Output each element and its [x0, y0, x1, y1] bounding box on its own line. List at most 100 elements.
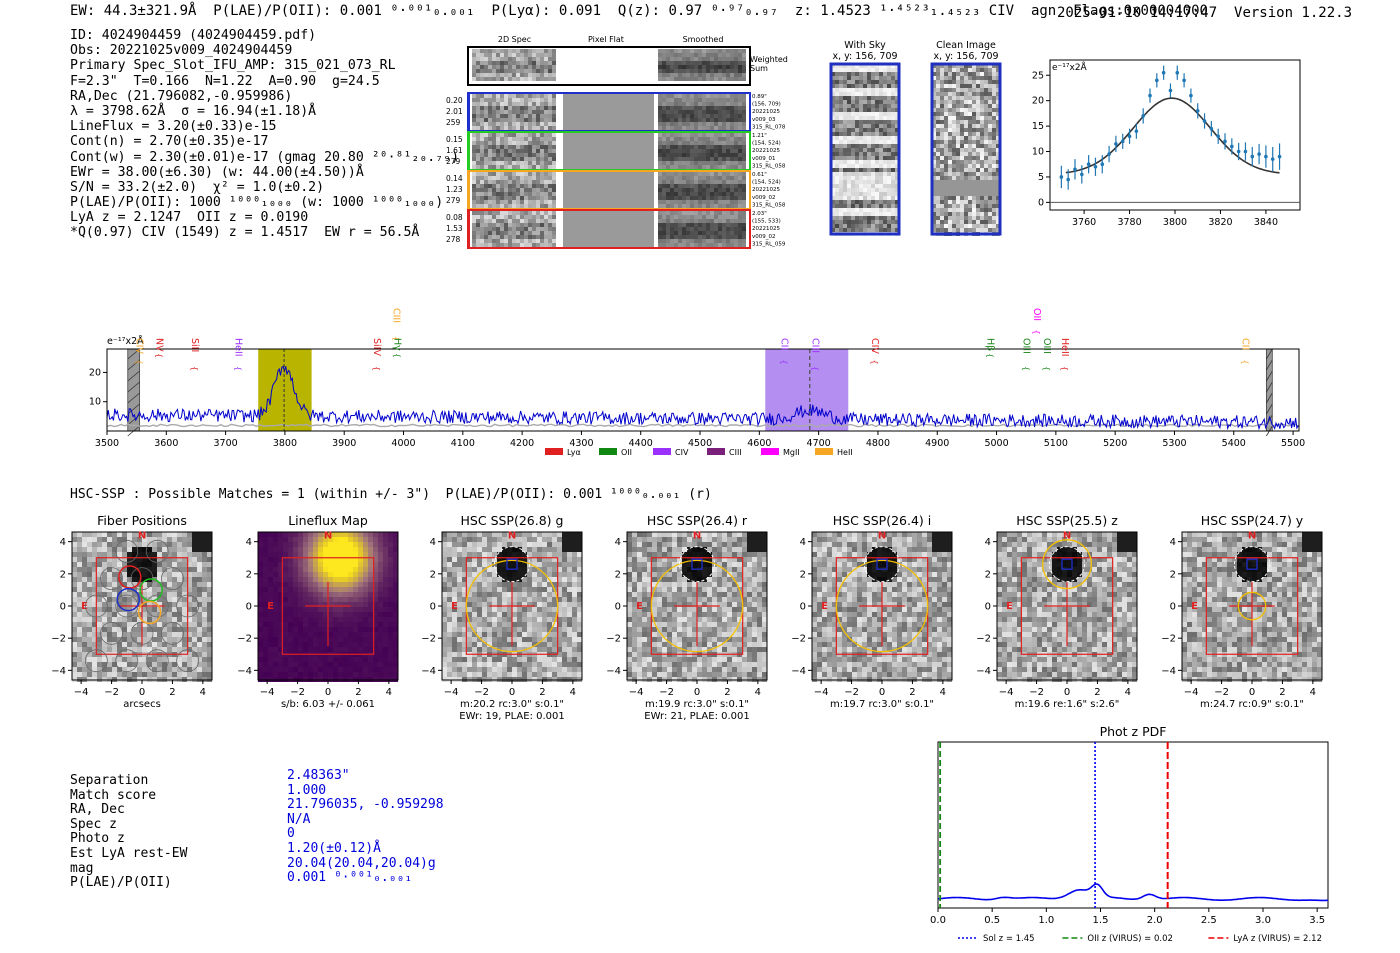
pixel	[157, 662, 162, 667]
pixel	[960, 156, 964, 160]
pixel	[192, 632, 197, 637]
pixel	[863, 164, 867, 168]
pixel	[710, 188, 714, 192]
pixel	[726, 223, 730, 227]
pixel	[738, 200, 742, 204]
pixel	[940, 184, 944, 188]
pixel	[492, 98, 496, 102]
pixel	[548, 118, 552, 122]
pixel	[956, 140, 960, 144]
pixel	[831, 148, 835, 152]
pixel	[102, 607, 107, 612]
pixel	[544, 192, 548, 196]
pixel	[512, 73, 516, 77]
pixel	[670, 98, 674, 102]
pixel	[303, 582, 308, 587]
pixel	[702, 176, 706, 180]
pixel	[298, 542, 303, 547]
pixel	[293, 542, 298, 547]
pixel	[956, 160, 960, 164]
pixel	[516, 243, 520, 247]
pixel	[980, 140, 984, 144]
pixel	[734, 223, 738, 227]
pixel	[207, 592, 212, 597]
pixel	[92, 547, 97, 552]
pixel	[540, 180, 544, 184]
pixel	[734, 239, 738, 243]
pixel	[508, 106, 512, 110]
pixel	[940, 128, 944, 132]
pixel	[552, 149, 556, 153]
pixel	[879, 184, 883, 188]
pixel	[738, 73, 742, 77]
pixel	[132, 637, 137, 642]
pixel	[944, 64, 948, 68]
pixel	[722, 192, 726, 196]
pixel	[859, 68, 863, 72]
pixel	[984, 212, 988, 216]
pixel	[944, 160, 948, 164]
panel-ytick-label: −2	[51, 634, 66, 645]
pixel	[988, 80, 992, 84]
flat-fill	[563, 94, 654, 130]
pixel	[323, 567, 328, 572]
emission-line-bracket: {	[154, 353, 163, 358]
pixel	[142, 562, 147, 567]
pixel	[835, 136, 839, 140]
pixel	[883, 128, 887, 132]
pixel	[980, 84, 984, 88]
pixel	[528, 61, 532, 65]
pixel	[698, 231, 702, 235]
pixel	[851, 228, 855, 232]
pixel	[948, 88, 952, 92]
pixel	[863, 168, 867, 172]
pixel	[730, 73, 734, 77]
pixel	[182, 557, 187, 562]
pixel	[706, 65, 710, 69]
pixel	[851, 88, 855, 92]
pixel	[891, 200, 895, 204]
pixel	[944, 72, 948, 76]
pixel	[313, 672, 318, 677]
pixel	[702, 215, 706, 219]
pixel	[972, 112, 976, 116]
pixel	[662, 153, 666, 157]
pixel	[690, 204, 694, 208]
pixel	[476, 53, 480, 57]
cutout-row-meta: (156, 709)	[752, 102, 781, 108]
pixel	[996, 120, 1000, 124]
pixel	[694, 180, 698, 184]
pixel	[940, 228, 944, 232]
pixel	[714, 200, 718, 204]
pixel	[678, 118, 682, 122]
pixel	[992, 200, 996, 204]
pixel	[944, 156, 948, 160]
legend-label: HeII	[837, 448, 853, 457]
pixel	[532, 126, 536, 130]
pixel	[742, 61, 746, 65]
pixel	[484, 49, 488, 53]
pixel	[932, 156, 936, 160]
pixel	[702, 227, 706, 231]
cutout-row-marker	[467, 93, 470, 131]
pixel	[524, 172, 528, 176]
cutout-row-stat: 259	[446, 118, 461, 127]
pixel	[548, 219, 552, 223]
pixel	[678, 69, 682, 73]
pixel	[283, 592, 288, 597]
pixel	[92, 592, 97, 597]
pixel	[552, 188, 556, 192]
pixel	[480, 184, 484, 188]
pixel	[658, 165, 662, 169]
pixel	[488, 126, 492, 130]
pixel	[847, 208, 851, 212]
pixel	[843, 108, 847, 112]
pixel	[318, 582, 323, 587]
pixel	[524, 176, 528, 180]
pixel	[278, 572, 283, 577]
pixel	[182, 577, 187, 582]
pixel	[980, 208, 984, 212]
pixel	[694, 192, 698, 196]
pixel	[879, 128, 883, 132]
pixel	[726, 122, 730, 126]
